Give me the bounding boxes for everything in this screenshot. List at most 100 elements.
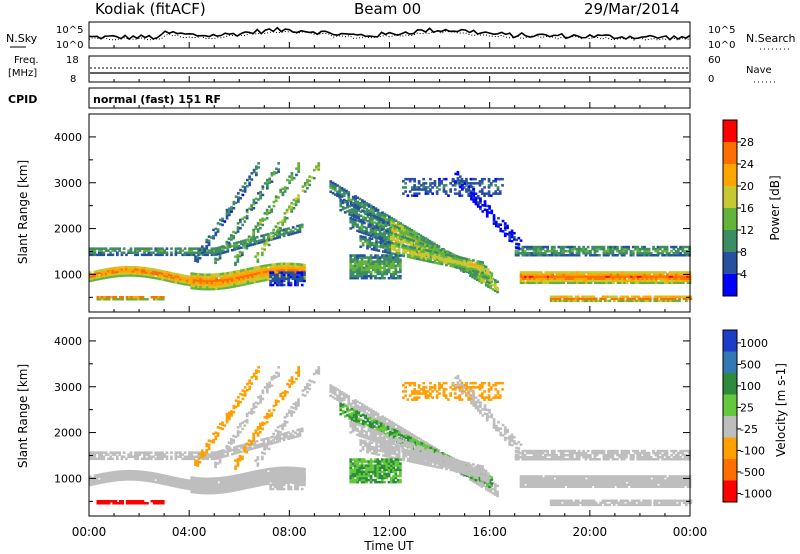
power-cell <box>93 274 97 278</box>
power-cell <box>641 277 645 280</box>
velocity-cell <box>93 474 97 477</box>
power-cell <box>338 189 342 193</box>
power-cell <box>648 273 651 276</box>
power-cell <box>273 263 277 266</box>
power-cell <box>494 222 498 226</box>
power-cell <box>176 275 180 278</box>
power-cell <box>222 280 225 284</box>
velocity-cell <box>224 480 227 483</box>
power-cell <box>616 273 620 276</box>
power-cell <box>672 254 676 257</box>
power-cell <box>215 249 218 252</box>
power-cell <box>152 298 156 301</box>
power-cell <box>289 283 293 287</box>
power-cell <box>673 295 677 298</box>
velocity-cell <box>282 472 286 476</box>
power-cell <box>594 297 598 301</box>
power-cell <box>181 253 185 257</box>
velocity-cell <box>102 474 106 478</box>
power-cell <box>265 238 269 242</box>
noise-right-tick-bottom: 10^0 <box>708 40 735 51</box>
power-cell <box>607 279 611 282</box>
power-cell <box>661 245 664 249</box>
velocity-cell <box>127 474 130 477</box>
power-cell <box>454 172 458 176</box>
power-cell <box>605 281 609 284</box>
velocity-cell <box>228 490 232 493</box>
power-cell <box>578 281 581 284</box>
power-cell <box>642 299 645 303</box>
power-cell <box>285 264 288 268</box>
power-cell <box>679 252 682 255</box>
power-cell <box>125 272 128 275</box>
power-cell <box>301 189 305 193</box>
power-cell <box>294 275 297 279</box>
power-cell <box>342 190 346 193</box>
power-cell <box>413 257 417 260</box>
power-cell <box>255 171 258 175</box>
power-cell <box>648 297 652 301</box>
power-cell <box>678 295 681 298</box>
velocity-cell <box>264 480 268 484</box>
power-cell <box>356 266 359 270</box>
velocity-cell <box>100 481 103 484</box>
velocity-cell <box>576 483 579 486</box>
power-cell <box>269 279 272 283</box>
power-cell <box>388 249 392 253</box>
power-cell <box>251 271 254 274</box>
power-cell <box>265 242 269 246</box>
power-cell <box>263 212 267 215</box>
velocity-cell <box>190 488 194 492</box>
power-cell <box>192 285 196 288</box>
power-cell <box>111 273 115 276</box>
power-cell <box>285 217 289 220</box>
velocity-cell <box>111 473 115 476</box>
power-cell <box>619 299 623 303</box>
power-cell <box>375 246 378 250</box>
power-cell <box>537 254 540 257</box>
velocity-cell <box>206 489 209 493</box>
velocity-cell <box>535 475 539 478</box>
velocity-cell <box>285 466 288 469</box>
power-cell <box>613 254 617 257</box>
power-cell <box>465 182 468 185</box>
power-cell <box>298 263 302 266</box>
power-cell <box>285 272 288 276</box>
velocity-cell <box>560 479 563 482</box>
velocity-cell <box>116 470 119 474</box>
power-cell <box>614 275 618 278</box>
power-cell <box>109 253 112 257</box>
velocity-cell <box>228 487 232 491</box>
velocity-cell <box>233 487 236 490</box>
power-cell <box>660 299 663 303</box>
velocity-cell <box>228 475 232 479</box>
power-cell <box>405 241 409 244</box>
power-cell <box>259 194 262 198</box>
velocity-cell <box>235 486 239 490</box>
power-cell <box>285 268 288 272</box>
power-cell <box>611 249 615 253</box>
velocity-cell <box>528 481 532 484</box>
power-cell <box>418 258 421 261</box>
power-cell <box>317 166 321 169</box>
velocity-cell <box>231 485 234 488</box>
power-cell <box>567 277 570 280</box>
power-cell <box>291 266 295 270</box>
power-cell <box>663 254 667 257</box>
power-cell <box>487 283 490 286</box>
power-cell <box>453 188 457 191</box>
power-cell <box>238 254 242 258</box>
power-cell <box>392 238 395 241</box>
power-cell <box>102 251 106 254</box>
power-cell <box>474 177 477 181</box>
velocity-cell <box>528 475 532 478</box>
power-cell <box>399 258 402 261</box>
power-cell <box>537 252 540 255</box>
power-cell <box>179 275 182 279</box>
power-cell <box>217 279 221 282</box>
power-cell <box>277 196 280 199</box>
power-cell <box>445 259 448 263</box>
power-cell <box>613 247 617 251</box>
velocity-cell <box>533 479 536 482</box>
power-cell <box>401 223 405 227</box>
